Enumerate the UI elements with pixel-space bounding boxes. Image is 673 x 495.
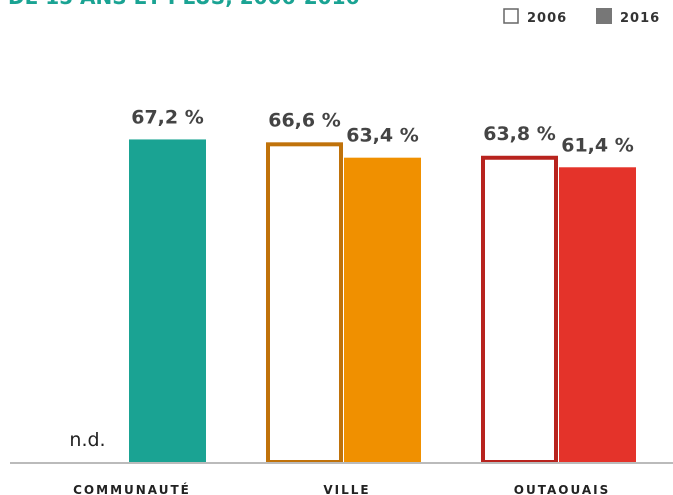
legend-label: 2006	[527, 11, 567, 26]
legend-swatch	[596, 8, 612, 24]
legend-swatch	[503, 8, 519, 24]
x-tick-label: COMMUNAUTÉ	[73, 482, 191, 495]
bar	[266, 142, 343, 464]
legend-label: 2016	[620, 11, 660, 26]
bar	[129, 139, 206, 462]
value-label: 63,4 %	[346, 125, 419, 147]
chart-title: DE 15 ANS ET PLUS, 2006-2016	[8, 0, 359, 9]
value-label: 63,8 %	[483, 123, 556, 145]
bar	[481, 155, 558, 464]
bar	[559, 167, 636, 462]
value-label: 61,4 %	[561, 134, 634, 156]
value-label: 66,6 %	[268, 109, 341, 131]
value-label: 67,2 %	[131, 106, 204, 128]
x-tick-label: OUTAOUAIS	[514, 483, 610, 495]
value-label: n.d.	[69, 429, 105, 451]
x-tick-label: VILLE	[323, 483, 370, 495]
bar	[344, 157, 421, 462]
